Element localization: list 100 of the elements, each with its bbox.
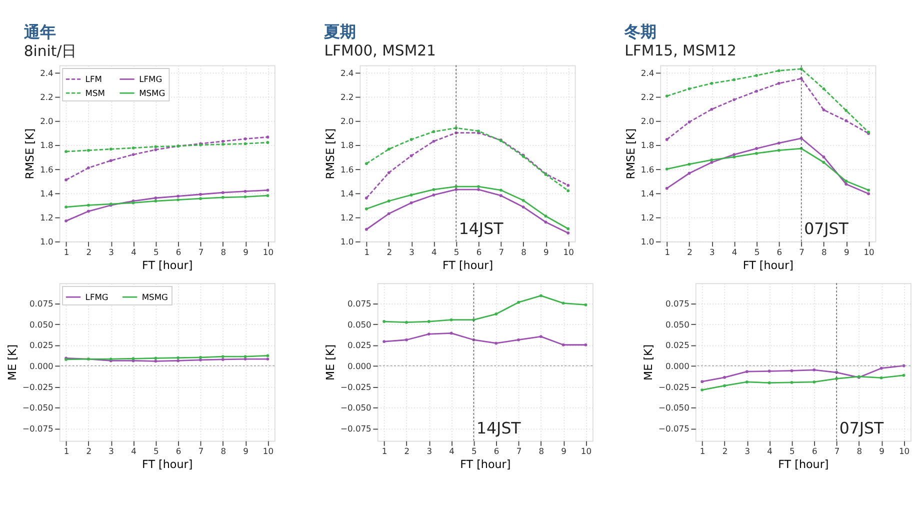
x-tick-label: 5 — [454, 246, 460, 257]
point — [566, 189, 570, 192]
point — [539, 294, 542, 298]
point — [822, 160, 826, 164]
y-tick-label: 2.4 — [340, 68, 354, 78]
x-tick-label: 2 — [386, 246, 392, 257]
point — [562, 302, 565, 305]
line-series — [64, 194, 270, 209]
ref-line-label: 14JST — [458, 219, 504, 238]
point — [154, 196, 158, 200]
line-series — [64, 136, 270, 182]
point — [822, 87, 826, 90]
y-tick-label: −0.050 — [658, 402, 690, 413]
y-tick-label: 0.075 — [348, 298, 372, 308]
point — [132, 146, 135, 150]
x-tick-label: 4 — [732, 246, 738, 257]
point — [800, 77, 803, 80]
y-tick-label: −0.050 — [340, 402, 372, 413]
point — [244, 137, 247, 140]
point — [87, 204, 90, 207]
x-tick-label: 10 — [563, 246, 574, 257]
x-tick-label: 1 — [382, 446, 388, 456]
x-tick-label: 2 — [687, 246, 692, 257]
point — [768, 370, 771, 373]
chart-subtitle: LFM00, MSM21 — [324, 42, 436, 60]
line-series — [64, 188, 270, 222]
point — [732, 78, 736, 82]
legend-label: LFM — [85, 74, 102, 84]
point — [499, 194, 502, 198]
point — [688, 172, 691, 175]
y-tick-label: 1.0 — [340, 236, 354, 247]
x-tick-label: 6 — [776, 246, 782, 257]
x-tick-label: 4 — [432, 246, 437, 257]
point — [665, 94, 668, 98]
point — [410, 138, 413, 141]
x-tick-label: 1 — [700, 446, 706, 456]
point — [382, 320, 386, 323]
x-tick-label: 8 — [822, 246, 827, 257]
point — [777, 69, 780, 72]
x-tick-label: 10 — [262, 246, 274, 257]
y-tick-label: 2.4 — [40, 68, 54, 78]
point — [544, 214, 548, 218]
point — [494, 312, 498, 316]
point — [700, 380, 704, 384]
chart-title: 通年 — [22, 22, 56, 42]
x-tick-label: 7 — [799, 246, 804, 257]
x-tick-label: 7 — [498, 246, 504, 257]
point — [665, 168, 668, 170]
x-tick-label: 3 — [409, 246, 414, 257]
point — [790, 380, 794, 384]
x-tick-label: 2 — [722, 446, 728, 456]
y-tick-label: 1.0 — [40, 236, 54, 247]
point — [221, 140, 224, 143]
x-tick-label: 10 — [864, 246, 874, 257]
x-tick-label: 4 — [131, 446, 136, 456]
x-tick-label: 8 — [521, 246, 526, 257]
x-tick-label: 9 — [544, 246, 549, 257]
ref-line-label: 07JST — [839, 418, 884, 438]
point — [266, 188, 270, 192]
y-tick-label: 1.8 — [340, 140, 354, 150]
point — [768, 381, 771, 384]
point — [844, 109, 848, 112]
x-tick-label: 8 — [856, 446, 862, 456]
x-tick-label: 6 — [176, 246, 182, 257]
point — [710, 108, 714, 111]
point — [365, 207, 368, 210]
point — [688, 120, 691, 124]
x-axis-title: FT [hour] — [442, 258, 494, 272]
point — [522, 198, 525, 202]
x-axis-title: FT [hour] — [778, 458, 829, 472]
point — [244, 190, 247, 193]
point — [700, 388, 704, 392]
x-tick-label: 7 — [834, 446, 840, 456]
point — [723, 376, 726, 379]
y-tick-label: 0.075 — [29, 298, 54, 308]
point — [64, 178, 68, 182]
point — [584, 303, 588, 306]
x-tick-label: 3 — [108, 446, 114, 456]
point — [777, 82, 780, 85]
x-tick-label: 2 — [86, 446, 92, 456]
point — [584, 343, 588, 346]
point — [87, 166, 90, 170]
y-tick-label: 1.6 — [40, 164, 54, 174]
y-tick-label: 1.0 — [640, 236, 654, 247]
y-tick-label: 2.0 — [40, 116, 54, 126]
x-tick-label: 10 — [262, 446, 274, 456]
y-tick-label: 1.2 — [40, 212, 54, 223]
x-tick-label: 3 — [710, 246, 715, 257]
point — [822, 108, 826, 112]
point — [665, 186, 668, 190]
chart-subtitle: 8init/日 — [24, 42, 77, 60]
point — [266, 141, 270, 144]
point — [688, 87, 691, 90]
point — [665, 138, 668, 141]
point — [566, 227, 570, 230]
y-tick-label: 1.4 — [640, 188, 654, 198]
point — [365, 196, 368, 200]
point — [517, 338, 520, 342]
point — [410, 194, 413, 196]
point — [266, 136, 270, 139]
